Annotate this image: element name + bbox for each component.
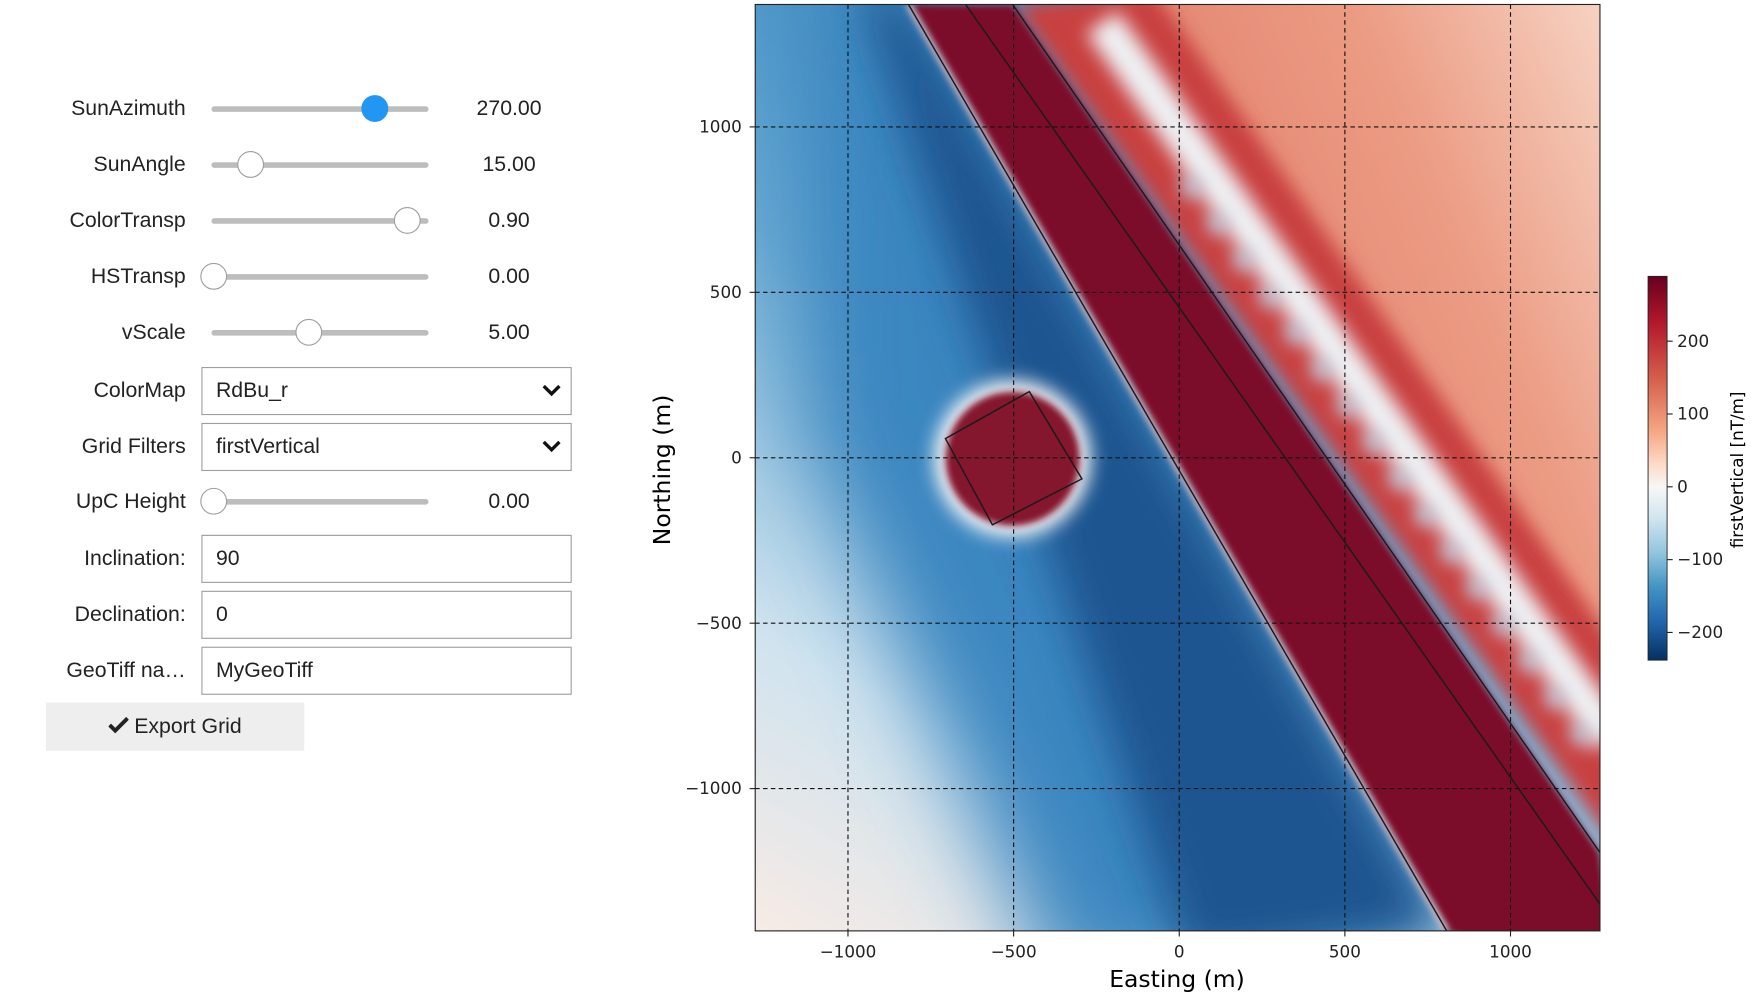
text-input[interactable]: 90 [201, 534, 572, 583]
slider[interactable] [200, 487, 429, 515]
slider[interactable] [211, 206, 429, 234]
plot-frame [754, 3, 1601, 932]
colorbar-label: firstVertical [nT/m] [1727, 392, 1747, 549]
slider-thumb[interactable] [393, 206, 421, 234]
slider[interactable] [211, 95, 429, 122]
input-value: 90 [215, 547, 240, 571]
y-tick-label: −1000 [685, 778, 742, 798]
label: ColorMap [93, 379, 186, 403]
y-tick-label: −500 [696, 613, 742, 633]
slider-thumb[interactable] [360, 95, 388, 122]
input-value: MyGeoTiff [215, 659, 313, 683]
label: Inclination: [84, 547, 186, 571]
x-tick-label: 0 [1174, 942, 1185, 962]
label: Declination: [74, 603, 186, 627]
button-label: Export Grid [134, 714, 242, 739]
text-input[interactable]: 0 [201, 590, 572, 639]
y-tick-label: 0 [731, 447, 742, 467]
chevron [542, 440, 561, 453]
colorbar-tick-label: 0 [1677, 476, 1688, 496]
chevron [542, 384, 561, 397]
x-tick-label: 500 [1329, 942, 1361, 962]
check-icon [108, 716, 129, 734]
slider[interactable] [211, 318, 429, 346]
label: SunAngle [93, 153, 186, 177]
dropdown-value: firstVertical [215, 435, 320, 459]
input-value: 0 [215, 603, 228, 627]
y-tick-label: 1000 [699, 116, 742, 136]
label: vScale [121, 321, 186, 345]
slider[interactable] [211, 151, 429, 178]
label: HSTransp [90, 265, 186, 289]
text-input[interactable]: MyGeoTiff [201, 646, 572, 695]
y-axis-label: Northing (m) [648, 395, 676, 546]
slider-value: 15.00 [482, 153, 536, 177]
label: ColorTransp [69, 209, 186, 233]
slider-value: 0.90 [488, 209, 530, 233]
slider-value: 270.00 [476, 97, 542, 121]
y-tick-label: 500 [710, 282, 742, 302]
slider-value: 0.00 [488, 265, 530, 289]
slider-thumb[interactable] [237, 151, 264, 178]
slider[interactable] [200, 262, 429, 290]
label: Grid Filters [81, 435, 186, 459]
export-button[interactable]: Export Grid [45, 702, 305, 751]
heatmap [755, 4, 1600, 931]
slider-value: 5.00 [488, 321, 530, 345]
label: GeoTiff na… [66, 659, 186, 683]
label: SunAzimuth [71, 97, 186, 121]
colorbar-tick-label: 200 [1677, 331, 1709, 351]
slider-value: 0.00 [488, 490, 530, 514]
label: UpC Height [75, 490, 186, 514]
colorbar [1647, 275, 1668, 661]
plot: −1000 −500 0 500 1000−1000−50005001000−200−1… [648, 3, 1747, 993]
slider-thumb[interactable] [200, 487, 228, 515]
dropdown-value: RdBu_r [215, 379, 289, 403]
x-tick-label: −1000 [820, 942, 877, 962]
x-tick-label: −500 [991, 942, 1037, 962]
colorbar-tick-label: −200 [1677, 622, 1723, 642]
x-tick-label: 1000 [1489, 942, 1532, 962]
colorbar-tick-label: −100 [1677, 549, 1723, 569]
dropdown[interactable]: RdBu_r [201, 366, 572, 416]
colorbar-tick-label: 100 [1677, 404, 1709, 424]
slider-thumb[interactable] [295, 318, 323, 346]
slider-thumb[interactable] [200, 262, 228, 290]
x-axis-label: Easting (m) [1109, 965, 1245, 993]
dropdown[interactable]: firstVertical [201, 422, 572, 472]
